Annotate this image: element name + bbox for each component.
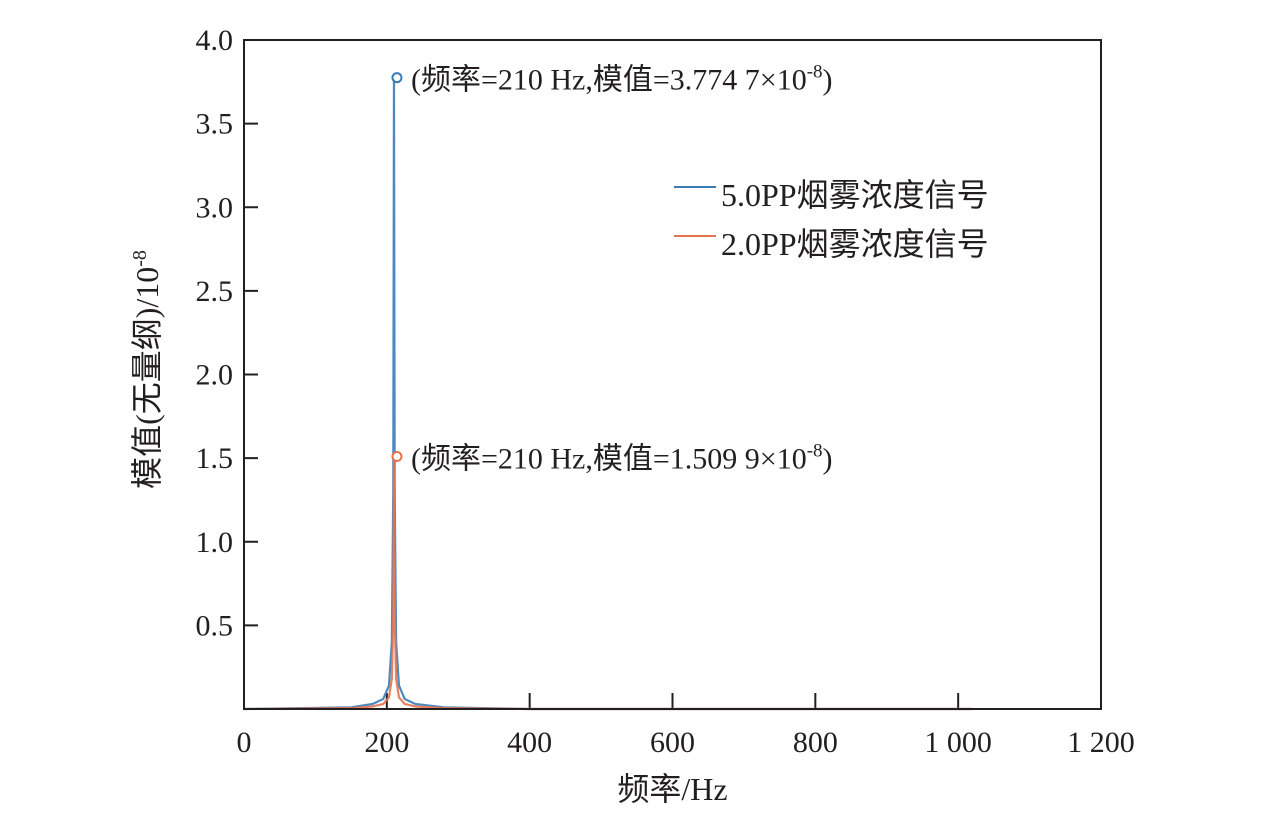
y-tick-label: 3.5	[196, 108, 234, 141]
x-tick-label: 1 000	[924, 726, 992, 759]
y-tick-label: 3.0	[196, 191, 234, 224]
annotation-close: )	[823, 442, 833, 475]
series-line-2	[243, 455, 973, 711]
legend-label-series-1: 5.0PP烟雾浓度信号	[721, 177, 989, 213]
peak-annotation-series-2: (频率=210 Hz,模值=1.509 9×10-8)	[411, 440, 833, 475]
peak-marker-series-1	[391, 72, 403, 84]
x-tick-label: 0	[237, 726, 252, 759]
x-tick-label: 1 200	[1067, 726, 1135, 759]
peak-annotation-series-1: (频率=210 Hz,模值=3.774 7×10-8)	[411, 62, 833, 97]
x-tick-label: 800	[793, 726, 838, 759]
annotation-close: )	[823, 64, 833, 97]
tick-labels: 0 200 400 600 800 1 000 1 200 0.5 1.0 1.5 2.0 2.5 3.…	[196, 24, 1135, 759]
annotation-exponent: -8	[807, 440, 823, 461]
y-tick-label: 0.5	[196, 609, 234, 642]
annotation-exponent: -8	[807, 62, 823, 83]
x-tick-label: 600	[650, 726, 695, 759]
series-layer	[243, 76, 973, 711]
series-line-1	[243, 76, 973, 711]
x-tick-label: 200	[364, 726, 409, 759]
annotation-text: (频率=210 Hz,模值=3.774 7×10	[411, 64, 807, 97]
y-axis-label: 模值(无量纲)/10-8	[129, 250, 165, 489]
x-tick-label: 400	[507, 726, 552, 759]
axis-ticks	[244, 122, 960, 709]
legend: 5.0PP烟雾浓度信号 2.0PP烟雾浓度信号	[674, 177, 989, 262]
y-tick-label: 1.5	[196, 442, 234, 475]
x-axis-label: 频率/Hz	[617, 771, 727, 807]
peak-markers	[391, 72, 403, 462]
y-tick-label: 4.0	[196, 24, 234, 57]
annotation-text: (频率=210 Hz,模值=1.509 9×10	[411, 442, 807, 475]
y-axis-label-exponent: -8	[129, 250, 151, 267]
peak-marker-series-2	[391, 450, 403, 462]
legend-label-series-2: 2.0PP烟雾浓度信号	[721, 226, 989, 262]
plot-frame	[243, 39, 1102, 710]
y-axis-label-main: 模值(无量纲)/10	[129, 267, 165, 489]
y-tick-label: 2.0	[196, 359, 234, 392]
y-tick-label: 2.5	[196, 275, 234, 308]
y-tick-label: 1.0	[196, 526, 234, 559]
